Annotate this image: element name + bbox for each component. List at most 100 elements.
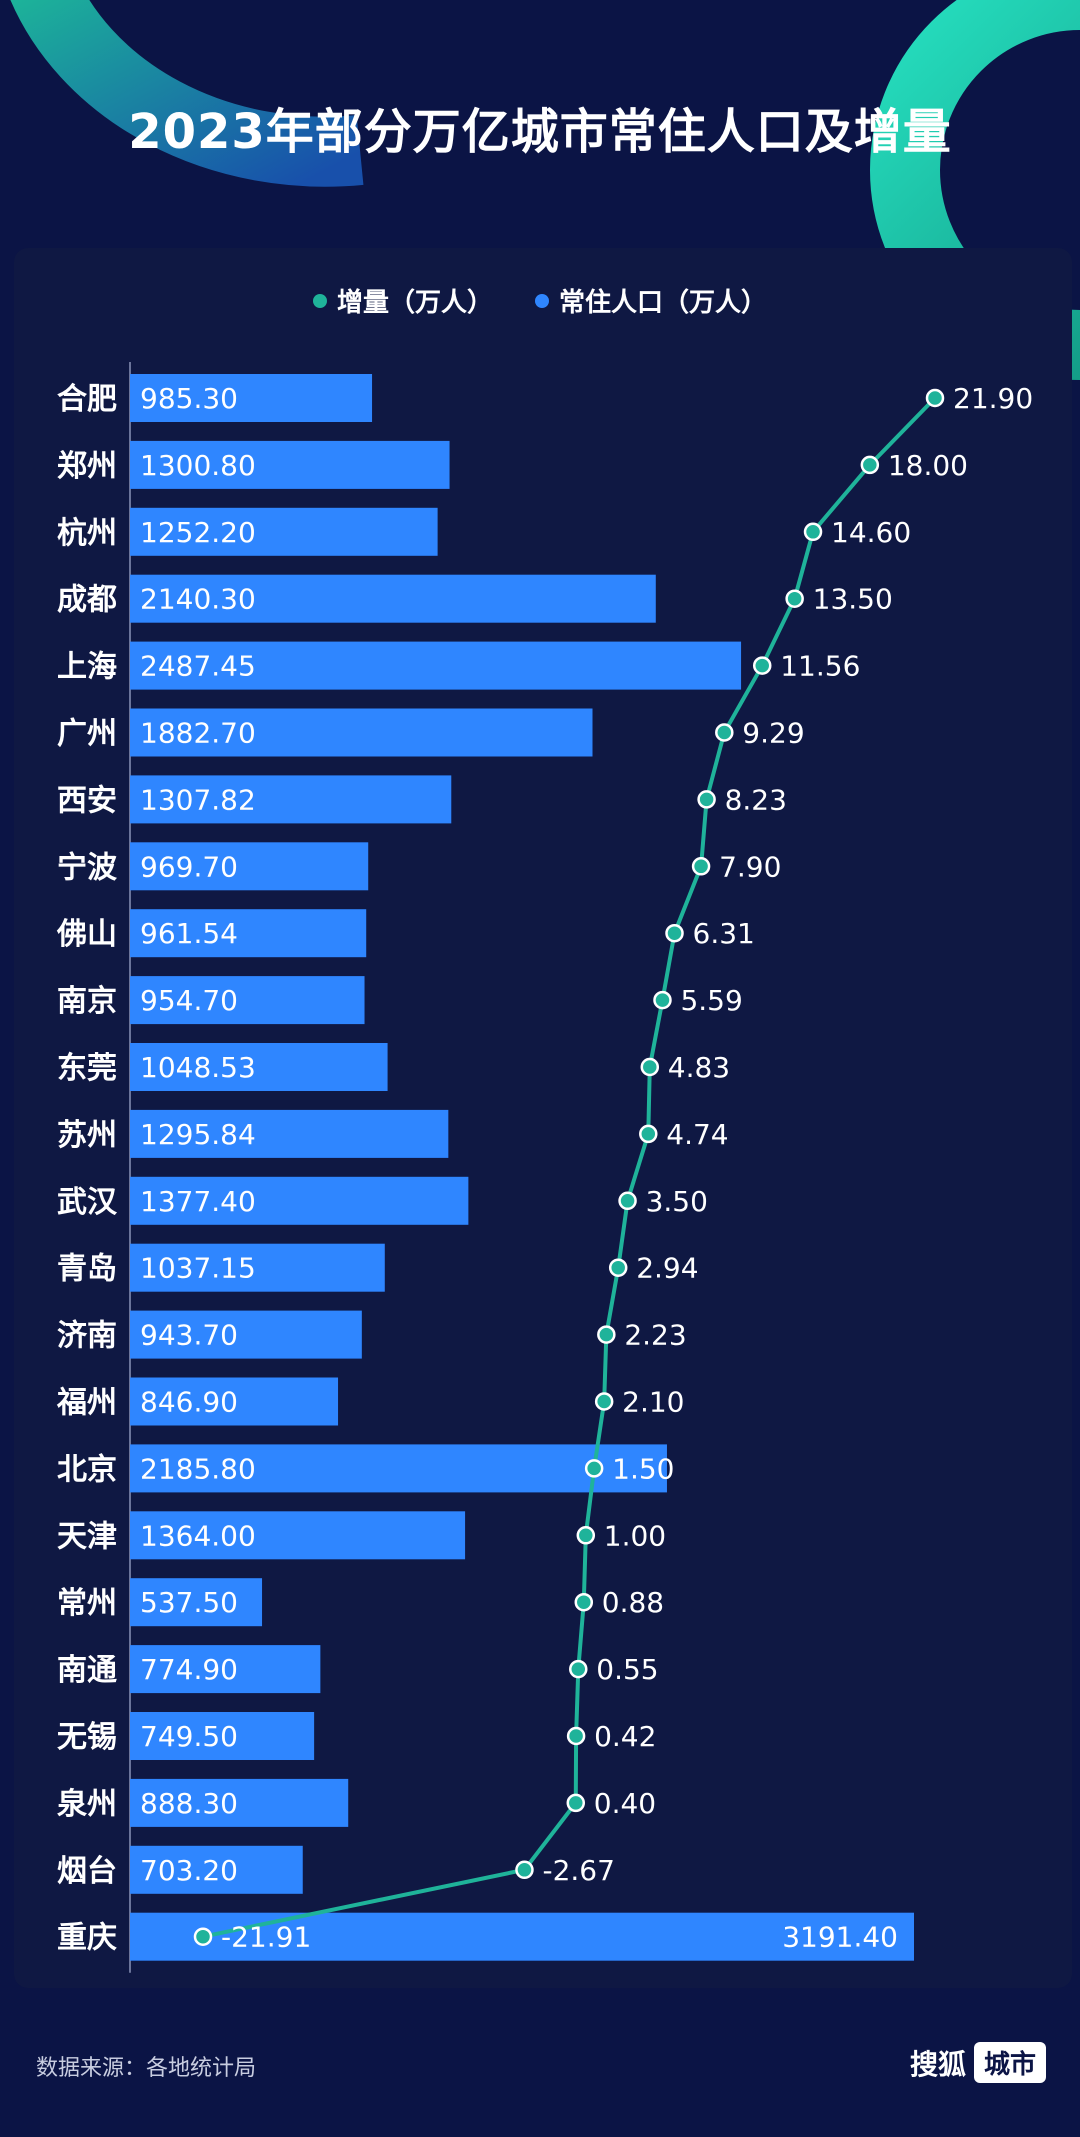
brand-logo: 搜狐 城市 <box>910 2042 1046 2083</box>
bar-19 <box>130 1645 321 1694</box>
increase-point-16 <box>584 1459 604 1478</box>
bar-15 <box>130 1377 339 1426</box>
category-label-16: 北京 <box>57 1452 117 1487</box>
category-label-12: 武汉 <box>57 1185 118 1220</box>
legend: 增量（万人） 常住人口（万人） <box>0 282 1080 319</box>
category-label-11: 苏州 <box>57 1118 117 1153</box>
increase-point-7 <box>691 857 711 876</box>
category-label-22: 烟台 <box>57 1854 117 1889</box>
legend-item-population: 常住人口（万人） <box>535 282 767 319</box>
bar-22 <box>130 1845 303 1894</box>
increase-point-18 <box>574 1592 594 1612</box>
increase-point-22 <box>515 1860 534 1880</box>
category-label-13: 青岛 <box>57 1252 117 1287</box>
population-value-label-0: 985.30 <box>140 382 238 415</box>
legend-item-increase: 增量（万人） <box>312 282 493 319</box>
category-label-3: 成都 <box>57 583 117 618</box>
increase-value-label-20: 0.42 <box>594 1720 656 1753</box>
population-value-label-13: 1037.15 <box>140 1252 256 1285</box>
chart-title: 2023年部分万亿城市常住人口及增量 <box>128 104 952 160</box>
bar-1 <box>130 440 450 489</box>
legend-dot-increase <box>312 293 327 308</box>
increase-point-0 <box>925 388 945 408</box>
bar-4 <box>130 641 742 690</box>
increase-point-6 <box>697 790 716 809</box>
population-value-label-17: 1364.00 <box>140 1519 256 1552</box>
brand-badge: 城市 <box>973 2042 1046 2083</box>
increase-value-label-14: 2.23 <box>624 1319 686 1352</box>
increase-value-label-11: 4.74 <box>666 1118 728 1151</box>
increase-value-label-5: 9.29 <box>742 717 804 750</box>
category-label-19: 南通 <box>57 1653 117 1688</box>
increase-value-label-1: 18.00 <box>888 449 968 482</box>
population-value-label-14: 943.70 <box>140 1319 238 1352</box>
increase-value-label-22: -2.67 <box>542 1854 614 1887</box>
brand-name: 搜狐 <box>909 2047 966 2081</box>
increase-value-label-13: 2.94 <box>636 1252 698 1285</box>
population-value-label-9: 954.70 <box>140 984 238 1017</box>
increase-value-label-6: 8.23 <box>725 783 787 816</box>
data-source-note: 数据来源：各地统计局 <box>36 2056 257 2081</box>
increase-point-9 <box>653 990 672 1010</box>
increase-point-19 <box>569 1659 588 1679</box>
category-label-20: 无锡 <box>57 1720 117 1755</box>
population-value-label-18: 537.50 <box>140 1586 238 1619</box>
bar-21 <box>130 1778 349 1827</box>
bar-23 <box>130 1912 914 1961</box>
increase-value-label-18: 0.88 <box>602 1586 664 1619</box>
increase-point-23 <box>193 1927 213 1946</box>
increase-value-label-2: 14.60 <box>831 516 911 549</box>
bar-10 <box>130 1043 388 1091</box>
population-value-label-2: 1252.20 <box>140 516 256 549</box>
population-value-label-1: 1300.80 <box>140 449 256 482</box>
category-label-7: 宁波 <box>57 850 118 885</box>
category-label-2: 杭州 <box>57 516 117 551</box>
population-value-label-21: 888.30 <box>140 1787 238 1820</box>
increase-point-17 <box>576 1526 596 1545</box>
bar-9 <box>130 976 365 1025</box>
category-label-1: 郑州 <box>57 449 117 484</box>
increase-value-label-4: 11.56 <box>780 650 860 683</box>
population-value-label-15: 846.90 <box>140 1386 238 1419</box>
increase-value-label-16: 1.50 <box>612 1452 674 1485</box>
increase-value-label-0: 21.90 <box>953 382 1033 415</box>
bar-14 <box>130 1310 362 1359</box>
category-label-4: 上海 <box>57 650 117 685</box>
bar-17 <box>130 1511 466 1560</box>
population-value-label-5: 1882.70 <box>140 717 256 750</box>
increase-value-label-9: 5.59 <box>680 984 742 1017</box>
legend-dot-population <box>535 293 549 308</box>
chart-svg: 合肥 985.30 郑州 1300.80 杭州 1252.20 成都 2140.30 上海 248… <box>56 362 1033 1973</box>
increase-point-21 <box>566 1793 586 1813</box>
bar-0 <box>130 374 373 422</box>
population-value-label-19: 774.90 <box>140 1653 238 1686</box>
bar-8 <box>130 909 367 958</box>
population-value-label-6: 1307.82 <box>140 783 256 816</box>
category-label-21: 泉州 <box>57 1787 117 1822</box>
bar-13 <box>130 1243 385 1292</box>
bar-3 <box>130 574 656 623</box>
increase-value-label-21: 0.40 <box>594 1787 656 1820</box>
category-label-8: 佛山 <box>56 917 117 952</box>
increase-value-label-23: -21.91 <box>221 1921 311 1954</box>
population-value-label-10: 1048.53 <box>140 1051 256 1084</box>
bar-12 <box>130 1176 469 1225</box>
increase-point-13 <box>608 1258 628 1277</box>
increase-point-4 <box>752 656 772 675</box>
category-label-10: 东莞 <box>57 1051 117 1086</box>
bar-2 <box>130 507 438 556</box>
increase-point-20 <box>566 1726 586 1746</box>
bar-11 <box>130 1109 449 1158</box>
legend-label-increase: 增量（万人） <box>336 288 493 318</box>
bar-20 <box>130 1712 315 1760</box>
category-label-15: 福州 <box>56 1386 117 1421</box>
category-label-6: 西安 <box>57 783 117 818</box>
population-value-label-16: 2185.80 <box>140 1452 256 1485</box>
increase-point-12 <box>618 1191 637 1211</box>
category-label-9: 南京 <box>57 984 117 1019</box>
increase-point-1 <box>860 455 880 475</box>
increase-value-label-19: 0.55 <box>596 1653 658 1686</box>
increase-point-2 <box>803 522 823 542</box>
increase-line <box>202 396 937 1939</box>
decorative-ring-right <box>870 0 1080 380</box>
